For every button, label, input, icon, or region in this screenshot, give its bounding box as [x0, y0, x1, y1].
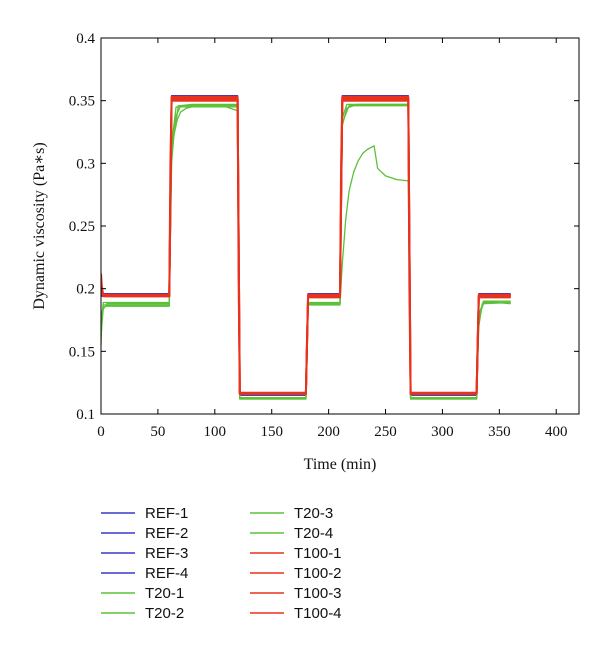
y-tick-label: 0.3	[76, 156, 95, 172]
legend: REF-1 REF-2 REF-3 REF-4 T20-1 T20-2 T20-3 T20-4…	[101, 505, 342, 622]
y-tick-label: 0.4	[76, 31, 95, 47]
series-layer	[101, 95, 511, 400]
y-axis-title: Dynamic viscosity (Pa∗s)	[31, 142, 48, 309]
y-tick-label: 0.2	[76, 282, 95, 298]
x-axis-title: Time (min)	[304, 456, 377, 473]
legend-label-t100-4: T100-4	[294, 605, 342, 622]
legend-label-t100-2: T100-2	[294, 565, 342, 582]
x-tick-label: 250	[374, 424, 397, 440]
legend-label-ref-4: REF-4	[145, 565, 188, 582]
legend-label-t20-2: T20-2	[145, 605, 184, 622]
legend-label-ref-1: REF-1	[145, 505, 188, 522]
x-tick-label: 400	[545, 424, 568, 440]
x-tick-label: 300	[431, 424, 454, 440]
y-tick-label: 0.25	[69, 219, 95, 235]
legend-label-ref-3: REF-3	[145, 545, 188, 562]
series-line-ref-4	[101, 95, 511, 396]
x-tick-label: 150	[260, 424, 283, 440]
legend-label-ref-2: REF-2	[145, 525, 188, 542]
axis-ticks: 0 50 100 150 200 250 300 350 400 0.1 0.15 0.2 0.25 0.…	[69, 31, 579, 440]
x-tick-label: 0	[97, 424, 105, 440]
x-tick-label: 200	[317, 424, 340, 440]
legend-label-t20-4: T20-4	[294, 525, 333, 542]
series-line-t100-4	[101, 95, 511, 395]
legend-label-t100-3: T100-3	[294, 585, 342, 602]
y-tick-label: 0.1	[76, 407, 95, 423]
legend-label-t100-1: T100-1	[294, 545, 342, 562]
legend-label-t20-3: T20-3	[294, 505, 333, 522]
legend-label-t20-1: T20-1	[145, 585, 184, 602]
x-tick-label: 50	[150, 424, 165, 440]
y-tick-label: 0.35	[69, 94, 95, 110]
x-tick-label: 100	[204, 424, 227, 440]
x-tick-label: 350	[488, 424, 511, 440]
y-tick-label: 0.15	[69, 344, 95, 360]
